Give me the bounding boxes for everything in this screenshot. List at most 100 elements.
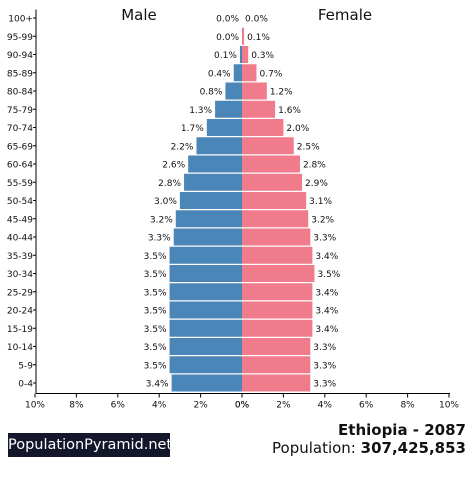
male-bar	[196, 137, 242, 155]
male-bar	[173, 228, 242, 246]
female-value-label: 0.0%	[245, 15, 268, 25]
female-value-label: 3.3%	[313, 380, 336, 390]
female-value-label: 3.3%	[313, 234, 336, 244]
male-bar	[233, 64, 242, 82]
age-label: 95-99	[7, 33, 33, 43]
age-label: 85-89	[7, 69, 33, 79]
female-value-label: 0.1%	[247, 33, 270, 43]
age-label: 5-9	[18, 361, 33, 371]
male-bar	[184, 173, 242, 191]
female-bar	[242, 173, 303, 191]
male-value-label: 2.2%	[171, 142, 194, 152]
female-bar	[242, 27, 245, 45]
male-value-label: 3.2%	[150, 215, 173, 225]
female-value-label: 2.8%	[303, 161, 326, 171]
age-label: 35-39	[7, 252, 33, 262]
x-tick-label-left: 8%	[69, 401, 84, 411]
age-label: 70-74	[7, 124, 33, 134]
male-value-label: 3.4%	[146, 380, 169, 390]
female-bar	[242, 228, 311, 246]
male-value-label: 3.5%	[144, 288, 167, 298]
age-label: 65-69	[7, 142, 33, 152]
female-bar	[242, 319, 313, 337]
age-label: 90-94	[7, 51, 33, 61]
female-value-label: 3.1%	[309, 197, 332, 207]
country-year-title: Ethiopia - 2087	[338, 421, 466, 439]
male-bar	[225, 82, 242, 100]
brand-logo[interactable]: PopulationPyramid.net	[8, 433, 172, 457]
male-value-label: 3.0%	[154, 197, 177, 207]
male-value-label: 3.5%	[144, 307, 167, 317]
female-value-label: 1.2%	[270, 88, 293, 98]
population-pyramid-chart: Male Female 100+ 0.0% 0.0% 95-99 0.0% 0.1% 90-94…	[7, 6, 460, 411]
female-bar	[242, 283, 313, 301]
male-value-label: 3.5%	[144, 252, 167, 262]
male-bar	[175, 210, 242, 228]
female-value-label: 0.7%	[259, 69, 282, 79]
male-value-label: 0.1%	[214, 51, 237, 61]
female-bar	[242, 301, 313, 319]
female-bar	[242, 155, 300, 173]
male-value-label: 0.0%	[216, 15, 239, 25]
female-value-label: 3.5%	[317, 270, 340, 280]
male-bar	[169, 338, 242, 355]
male-bar	[179, 192, 242, 209]
female-value-label: 2.5%	[297, 142, 320, 152]
male-value-label: 0.8%	[200, 88, 223, 98]
female-bar	[242, 100, 276, 118]
population-label: Population:	[272, 439, 356, 457]
male-value-label: 2.8%	[158, 179, 181, 189]
female-value-label: 2.9%	[305, 179, 328, 189]
male-bar	[169, 283, 242, 301]
age-label: 10-14	[7, 343, 33, 353]
male-bar	[188, 155, 242, 173]
female-bar	[242, 82, 267, 100]
legend-female: Female	[318, 6, 372, 24]
age-label: 75-79	[7, 106, 33, 116]
age-label: 60-64	[7, 161, 33, 171]
male-bar	[169, 319, 242, 337]
male-bar	[169, 301, 242, 319]
female-bar	[242, 192, 307, 209]
male-bar	[171, 374, 242, 392]
age-label: 25-29	[7, 288, 33, 298]
x-tick-label-left: 4%	[152, 401, 167, 411]
x-tick-label-left: 2%	[193, 401, 208, 411]
male-value-label: 0.0%	[216, 33, 239, 43]
female-value-label: 3.4%	[315, 288, 338, 298]
x-tick-label-left: 0%	[235, 401, 250, 411]
female-bar	[242, 356, 311, 374]
female-bar	[242, 265, 315, 282]
female-bar	[242, 137, 294, 155]
age-label: 40-44	[7, 234, 33, 244]
x-tick-label-right: 6%	[359, 401, 374, 411]
x-tick-label-right: 0%	[235, 401, 250, 411]
male-value-label: 3.5%	[144, 361, 167, 371]
age-label: 50-54	[7, 197, 33, 207]
male-value-label: 3.5%	[144, 343, 167, 353]
x-tick-label-left: 6%	[111, 401, 126, 411]
female-bar	[242, 210, 309, 228]
female-value-label: 3.4%	[315, 325, 338, 335]
female-bar	[242, 119, 284, 136]
population-total: Population: 307,425,853	[272, 439, 466, 457]
male-bar	[169, 356, 242, 374]
female-bar	[242, 64, 257, 82]
legend-male: Male	[121, 6, 157, 24]
male-bar	[215, 100, 242, 118]
female-value-label: 3.3%	[313, 361, 336, 371]
male-value-label: 3.3%	[148, 234, 171, 244]
x-tick-label-right: 2%	[276, 401, 291, 411]
age-label: 45-49	[7, 215, 33, 225]
female-value-label: 1.6%	[278, 106, 301, 116]
female-value-label: 3.4%	[315, 252, 338, 262]
population-value: 307,425,853	[360, 439, 466, 457]
female-bar	[242, 338, 311, 355]
x-tick-label-right: 10%	[439, 401, 459, 411]
female-value-label: 2.0%	[286, 124, 309, 134]
female-bar	[242, 46, 249, 63]
age-label: 30-34	[7, 270, 33, 280]
male-value-label: 1.3%	[189, 106, 212, 116]
age-label: 80-84	[7, 88, 33, 98]
female-value-label: 3.3%	[313, 343, 336, 353]
